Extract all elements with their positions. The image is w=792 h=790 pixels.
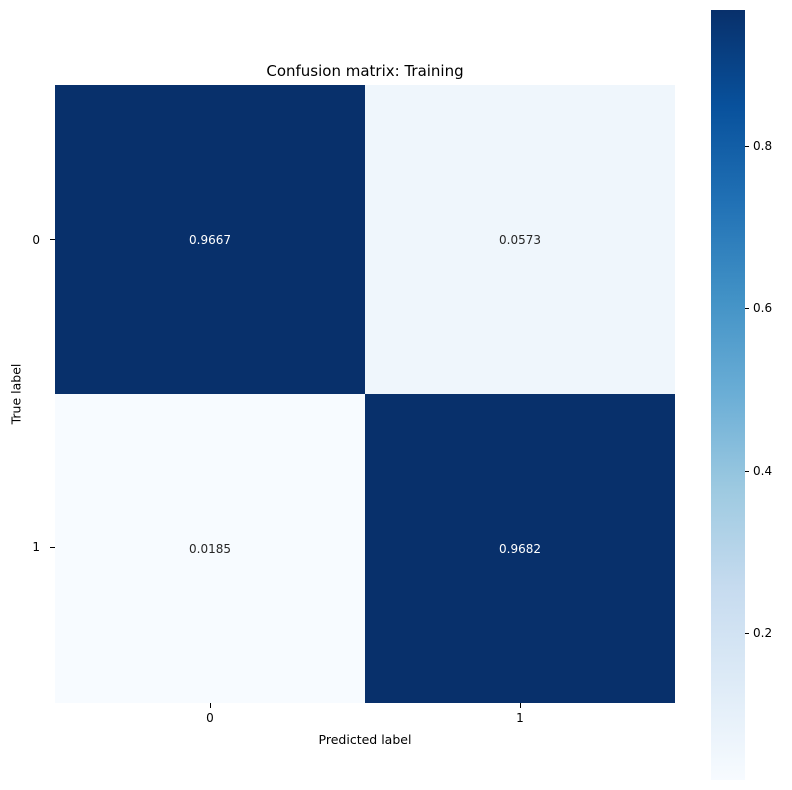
heatmap-cell-1-0: 0.0185 [55, 394, 365, 703]
y-axis-tickmark-1 [50, 547, 55, 548]
heatmap-cell-0-1: 0.0573 [365, 85, 675, 394]
y-tick-label-0: 0 [32, 233, 40, 247]
y-axis-label: True label [8, 363, 24, 425]
colorbar-tickmark-0.6 [745, 308, 749, 309]
colorbar-gradient [711, 10, 745, 780]
colorbar-tick-label: 0.2 [753, 626, 773, 640]
y-tick-label-1: 1 [32, 540, 40, 554]
heatmap-cell-0-0: 0.9667 [55, 85, 365, 394]
cell-value: 0.0573 [499, 232, 541, 247]
x-tick-label-0: 0 [206, 711, 214, 725]
colorbar-tickmark-0.2 [745, 633, 749, 634]
x-axis-tickmark-1 [520, 703, 521, 708]
colorbar-tick-label: 0.8 [753, 139, 773, 153]
x-axis-label: Predicted label [318, 732, 412, 747]
heatmap: 0.9667 0.0573 0.0185 0.9682 [55, 85, 675, 703]
x-axis-tickmark-0 [210, 703, 211, 708]
colorbar-tick-label: 0.4 [753, 464, 773, 478]
colorbar-tickmark-0.4 [745, 471, 749, 472]
colorbar-tick-label: 0.6 [753, 301, 773, 315]
cell-value: 0.9682 [499, 541, 541, 556]
y-axis-tickmark-0 [50, 239, 55, 240]
cell-value: 0.9667 [189, 232, 231, 247]
x-tick-label-1: 1 [516, 711, 524, 725]
cell-value: 0.0185 [189, 541, 231, 556]
colorbar [711, 10, 745, 780]
heatmap-cell-1-1: 0.9682 [365, 394, 675, 703]
chart-title: Confusion matrix: Training [266, 62, 464, 80]
colorbar-tickmark-0.8 [745, 146, 749, 147]
